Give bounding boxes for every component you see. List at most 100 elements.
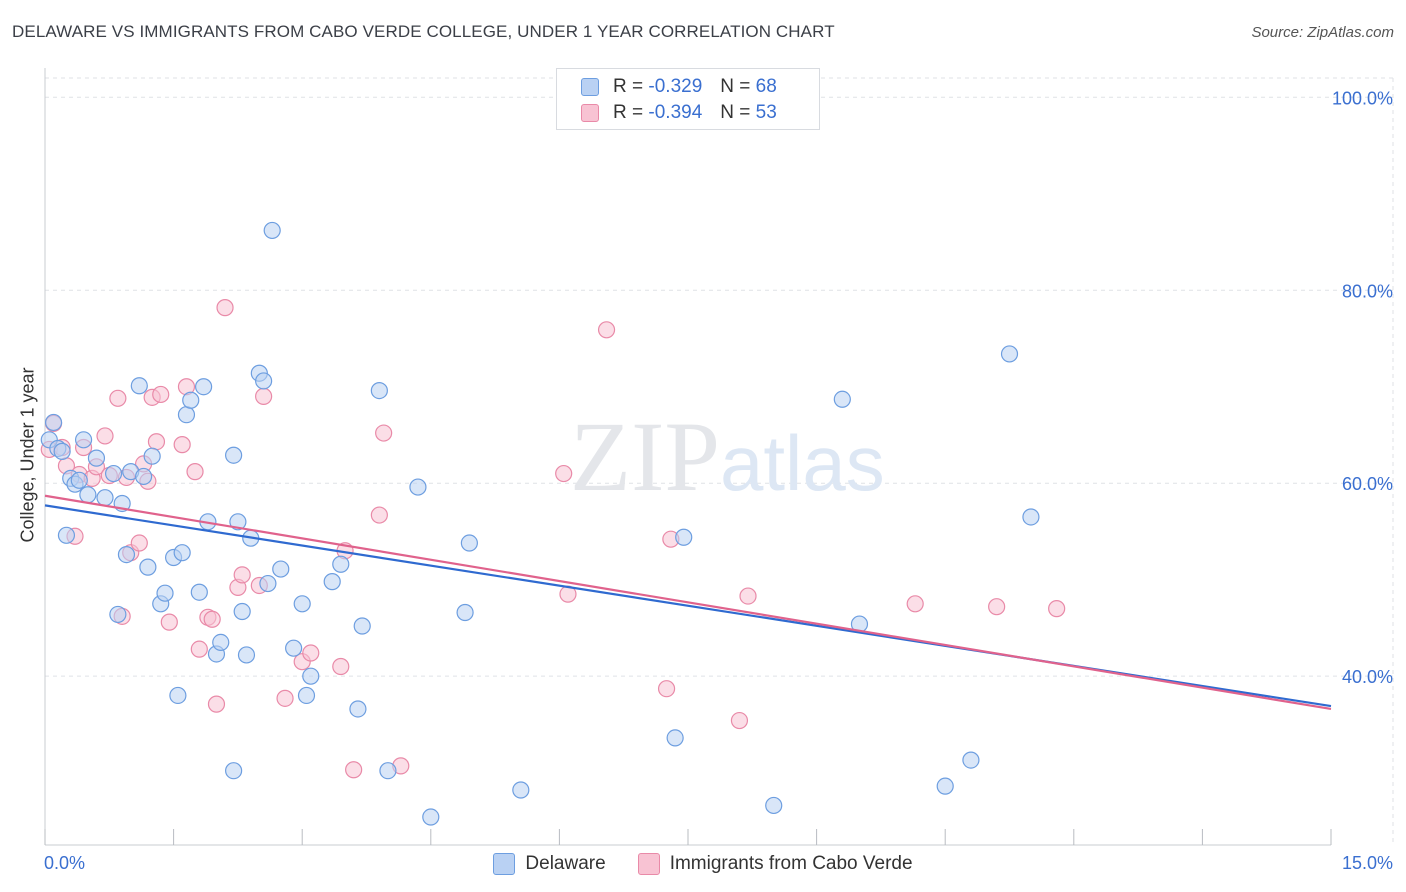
cabo-verde-point: [370, 506, 388, 524]
delaware-point: [130, 377, 148, 395]
delaware-point: [460, 534, 478, 552]
legend-label-cabo-verde: Immigrants from Cabo Verde: [669, 853, 913, 874]
delaware-point: [323, 573, 341, 591]
delaware-point: [212, 633, 230, 651]
source-label: Source: ZipAtlas.com: [1251, 24, 1394, 41]
cabo-verde-point: [109, 389, 127, 407]
delaware-point: [409, 478, 427, 496]
cabo-verde-point: [233, 566, 251, 584]
delaware-point: [139, 558, 157, 576]
correlation-legend: R = -0.329 N = 68 R = -0.394 N = 53: [556, 68, 820, 130]
legend-item-delaware: Delaware: [493, 853, 606, 875]
delaware-point: [370, 381, 388, 400]
delaware-point: [349, 700, 367, 718]
delaware-point: [79, 486, 97, 504]
cabo-verde-point: [906, 595, 924, 613]
delaware-point: [177, 406, 196, 424]
legend-r-value-cabo-verde: -0.394: [648, 102, 703, 123]
watermark-atlas: atlas: [720, 419, 885, 507]
delaware-swatch: [493, 853, 516, 875]
y-tick-label: 100.0%: [1332, 88, 1393, 108]
x-tick-label: 0.0%: [44, 853, 85, 873]
delaware-point: [182, 391, 200, 409]
delaware-point: [293, 595, 311, 613]
legend-row-cabo-verde: R = -0.394 N = 53: [581, 100, 777, 126]
cabo-verde-point: [302, 644, 320, 662]
data-points: [40, 221, 1066, 826]
cabo-verde-point: [1048, 600, 1066, 618]
delaware-point: [53, 442, 71, 460]
series-legend: Delaware Immigrants from Cabo Verde: [0, 850, 1406, 878]
delaware-point: [237, 646, 256, 664]
cabo-verde-point: [276, 689, 294, 707]
delaware-point: [833, 390, 851, 408]
delaware-point: [332, 555, 350, 573]
delaware-point: [233, 602, 251, 621]
delaware-point: [353, 617, 371, 635]
cabo-verde-point: [186, 463, 204, 481]
delaware-point: [1000, 345, 1019, 363]
legend-r-label: R =: [613, 76, 644, 97]
delaware-point: [285, 639, 303, 657]
delaware-point: [272, 560, 290, 578]
delaware-swatch: [581, 78, 599, 96]
cabo-verde-trend-line: [44, 494, 1332, 711]
delaware-point: [297, 686, 316, 705]
legend-n-label: N =: [720, 76, 751, 97]
cabo-verde-point: [152, 385, 170, 404]
cabo-verde-point: [255, 387, 273, 405]
cabo-verde-point: [160, 613, 178, 631]
delaware-point: [675, 528, 693, 546]
legend-n-value-cabo-verde: 53: [755, 102, 777, 123]
cabo-verde-point: [96, 427, 114, 445]
watermark-zip: ZIP: [570, 401, 720, 512]
cabo-verde-point: [730, 711, 749, 730]
delaware-point: [666, 729, 684, 747]
legend-row-delaware: R = -0.329 N = 68: [581, 74, 777, 100]
y-tick-label: 60.0%: [1342, 474, 1393, 494]
cabo-verde-swatch: [581, 104, 599, 122]
delaware-point: [456, 603, 474, 622]
delaware-point: [70, 471, 88, 489]
delaware-point: [169, 686, 187, 705]
delaware-point: [117, 546, 136, 564]
cabo-verde-point: [216, 299, 234, 317]
delaware-point: [57, 526, 76, 544]
delaware-point: [255, 372, 273, 390]
trend-lines: [44, 494, 1332, 711]
delaware-point: [259, 574, 277, 593]
legend-r-value-delaware: -0.329: [648, 76, 703, 97]
cabo-verde-point: [345, 761, 363, 779]
delaware-point: [302, 667, 320, 685]
delaware-point: [74, 431, 93, 449]
delaware-point: [765, 796, 783, 815]
delaware-point: [225, 446, 243, 464]
y-tick-label: 80.0%: [1342, 281, 1393, 301]
cabo-verde-point: [147, 433, 166, 451]
delaware-point: [512, 781, 530, 799]
tick-labels: 40.0% 60.0% 80.0% 100.0% 0.0% 15.0%: [44, 88, 1393, 873]
y-tick-label: 40.0%: [1342, 667, 1393, 687]
cabo-verde-point: [203, 610, 221, 628]
cabo-verde-point: [739, 587, 757, 605]
delaware-point: [87, 449, 106, 467]
cabo-verde-point: [173, 436, 191, 454]
cabo-verde-point: [332, 657, 350, 676]
cabo-verde-point: [190, 640, 208, 658]
delaware-point: [263, 221, 281, 240]
cabo-verde-point: [130, 534, 148, 552]
delaware-point: [156, 584, 174, 602]
legend-n-value-delaware: 68: [755, 76, 777, 97]
legend-n-label: N =: [720, 102, 751, 123]
x-tick-label: 15.0%: [1342, 853, 1393, 873]
delaware-point: [173, 544, 191, 562]
cabo-verde-swatch: [637, 853, 660, 875]
delaware-point: [1022, 508, 1040, 526]
cabo-verde-point: [207, 695, 226, 713]
cabo-verde-point: [988, 598, 1006, 616]
delaware-point: [134, 467, 153, 486]
cabo-verde-point: [597, 321, 616, 339]
delaware-point: [143, 447, 161, 465]
chart-title: DELAWARE VS IMMIGRANTS FROM CABO VERDE C…: [12, 22, 835, 41]
